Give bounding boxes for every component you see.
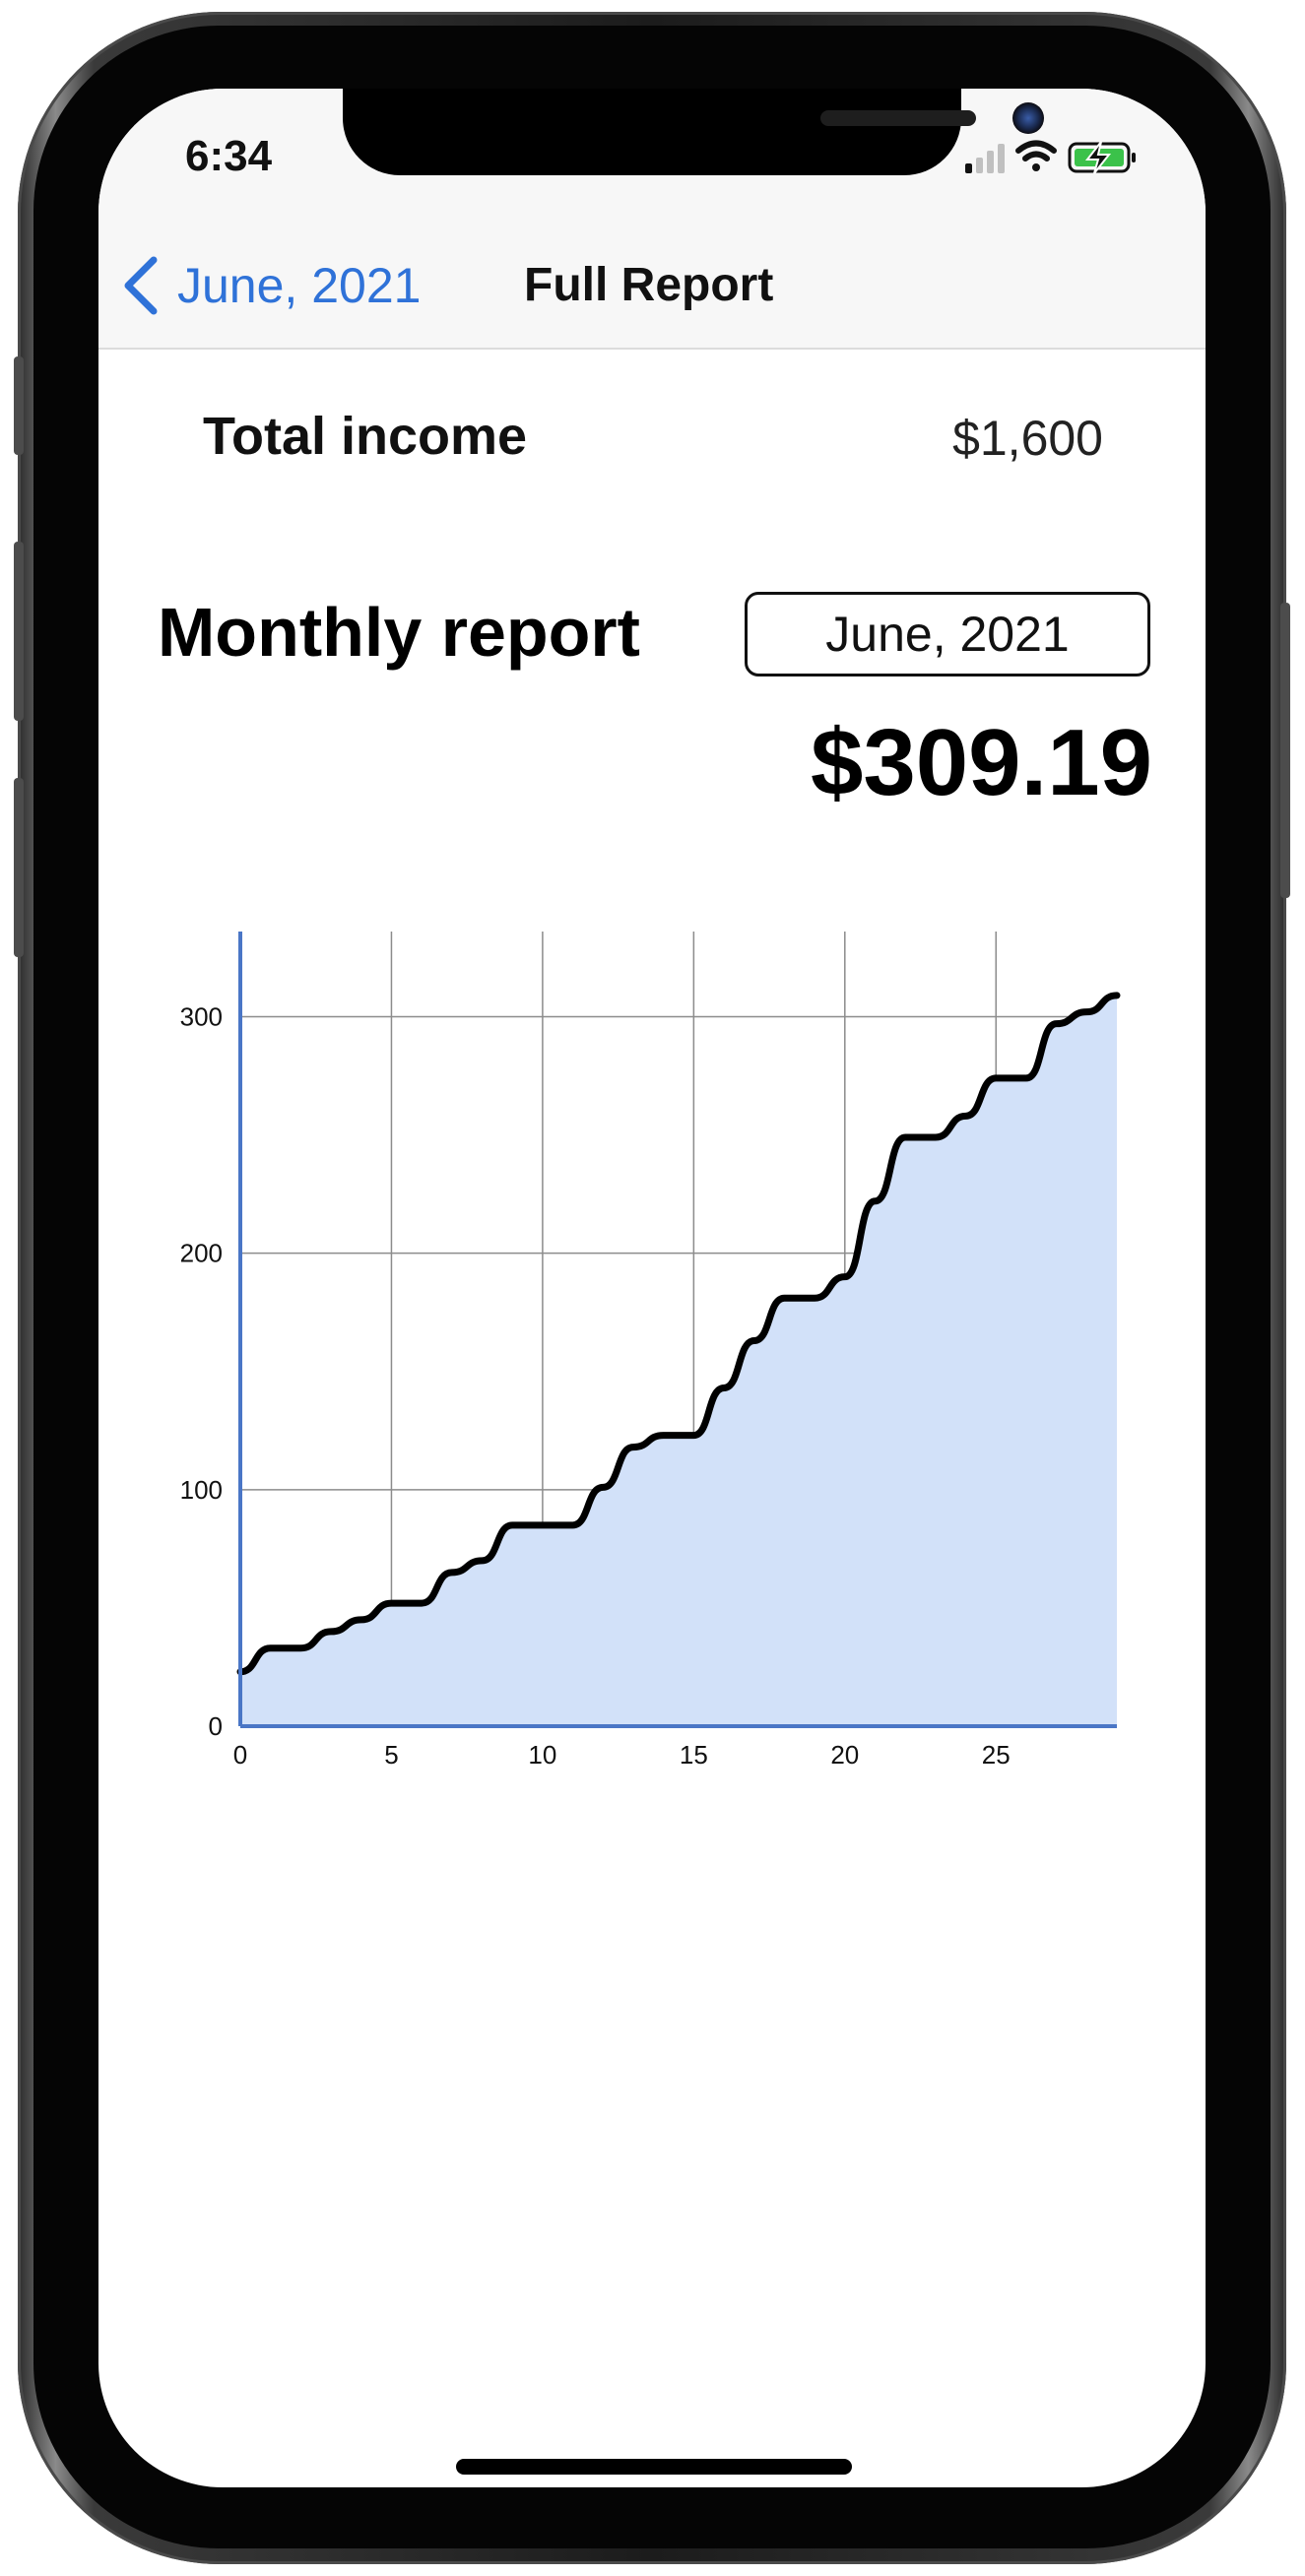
back-button[interactable]: June, 2021 xyxy=(120,254,421,317)
chart-series-line xyxy=(236,992,1121,1676)
x-tick-label: 10 xyxy=(528,1740,556,1770)
power-button xyxy=(1280,603,1290,898)
y-tick-label: 300 xyxy=(180,1001,223,1031)
nav-title: Full Report xyxy=(524,259,774,311)
x-tick-label: 25 xyxy=(982,1740,1011,1770)
chart-area-fill xyxy=(240,995,1117,1726)
total-income-label: Total income xyxy=(203,407,528,466)
monthly-spending-chart: 0 100 200 300 0 5 10 15 20 25 xyxy=(180,932,1121,1770)
volume-down-button xyxy=(14,778,24,957)
back-button-label: June, 2021 xyxy=(177,258,422,313)
home-indicator[interactable] xyxy=(456,2459,852,2475)
status-icons xyxy=(965,138,1162,177)
y-tick-label: 100 xyxy=(180,1475,223,1505)
y-tick-label: 200 xyxy=(180,1239,223,1268)
earpiece-speaker xyxy=(820,110,976,126)
total-income-value: $1,600 xyxy=(952,411,1103,466)
screen: 6:34 xyxy=(98,89,1206,2487)
battery-charging-icon xyxy=(1068,141,1136,174)
silent-switch xyxy=(14,356,24,455)
x-tick-label: 5 xyxy=(384,1740,398,1770)
navigation-bar: 6:34 xyxy=(98,89,1206,350)
front-camera xyxy=(1012,102,1044,134)
notch xyxy=(343,89,1044,175)
cellular-signal-icon xyxy=(965,144,1005,173)
monthly-report-title: Monthly report xyxy=(158,594,640,671)
volume-up-button xyxy=(14,542,24,721)
wifi-icon xyxy=(1015,140,1057,171)
x-tick-label: 15 xyxy=(680,1740,708,1770)
x-tick-label: 20 xyxy=(830,1740,859,1770)
month-picker-button[interactable]: June, 2021 xyxy=(745,592,1150,676)
x-tick-label: 0 xyxy=(233,1740,247,1770)
monthly-report-total: $309.19 xyxy=(810,710,1152,815)
y-tick-label: 0 xyxy=(209,1711,223,1741)
chevron-left-icon xyxy=(124,256,158,315)
status-time: 6:34 xyxy=(185,132,273,180)
